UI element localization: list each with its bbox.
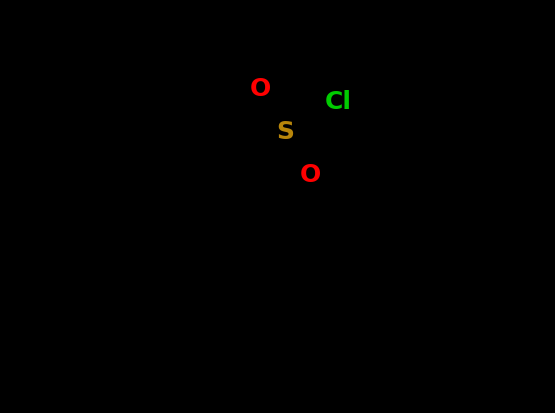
Text: O: O xyxy=(250,77,271,101)
Text: Cl: Cl xyxy=(325,89,352,113)
Text: O: O xyxy=(300,162,321,186)
Text: S: S xyxy=(276,120,295,144)
